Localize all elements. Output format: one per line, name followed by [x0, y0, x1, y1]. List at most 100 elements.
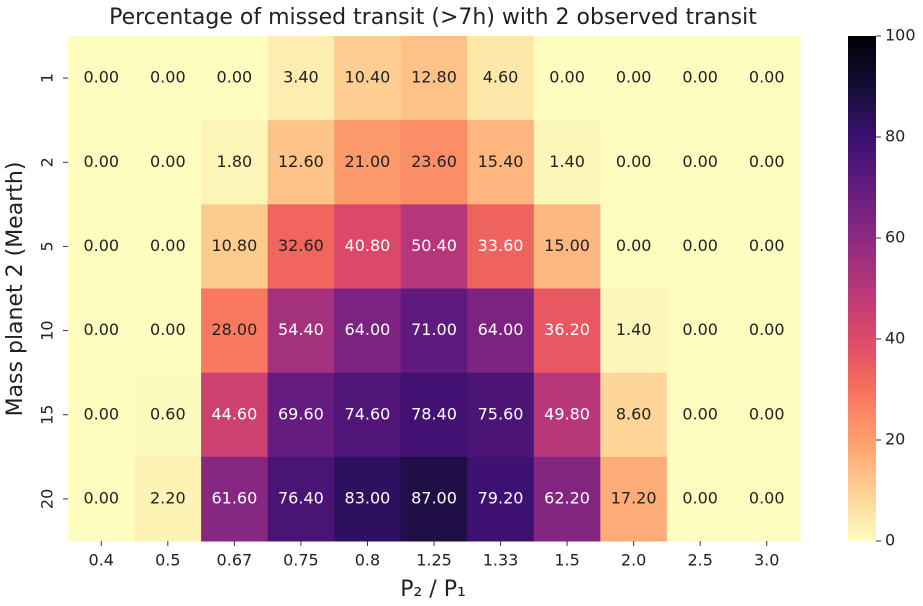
cell-label: 0.00 — [749, 152, 785, 171]
heatmap-cell — [733, 288, 801, 374]
cell-label: 0.00 — [749, 488, 785, 507]
cell-label: 64.00 — [345, 320, 391, 339]
heatmap-cell — [334, 456, 402, 542]
heatmap-cell — [400, 120, 468, 205]
heatmap-cell — [666, 288, 734, 374]
cell-label: 0.00 — [616, 68, 652, 87]
cell-label: 1.40 — [549, 152, 585, 171]
cell-label: 12.80 — [411, 68, 457, 87]
heatmap-cell — [334, 288, 402, 374]
y-tick-label: 1 — [38, 73, 57, 83]
heatmap-cell — [733, 372, 801, 458]
colorbar-tick-label: 60 — [885, 228, 905, 247]
colorbar-tick-label: 40 — [885, 329, 905, 348]
x-tick-label: 1.5 — [554, 551, 579, 570]
heatmap-cell — [334, 120, 402, 205]
cell-label: 62.20 — [544, 488, 590, 507]
cell-label: 0.00 — [83, 152, 119, 171]
cell-label: 0.00 — [150, 320, 186, 339]
heatmap-cell — [201, 372, 269, 458]
heatmap-cell — [134, 36, 202, 121]
x-tick-label: 0.5 — [155, 551, 180, 570]
cell-label: 0.00 — [549, 68, 585, 87]
cell-label: 49.80 — [544, 404, 590, 423]
heatmap-cell — [201, 288, 269, 374]
cell-label: 8.60 — [616, 404, 652, 423]
cell-label: 0.00 — [83, 236, 119, 255]
cell-label: 1.40 — [616, 320, 652, 339]
heatmap-cell — [733, 120, 801, 205]
cell-label: 15.40 — [478, 152, 524, 171]
heatmap-cell — [400, 36, 468, 121]
cell-label: 0.00 — [83, 488, 119, 507]
heatmap-cell — [201, 120, 269, 205]
cell-label: 0.00 — [682, 488, 718, 507]
heatmap-cell — [467, 204, 535, 289]
heatmap-cell — [334, 36, 402, 121]
y-tick-label: 10 — [38, 320, 57, 340]
heatmap-cell — [666, 204, 734, 289]
x-tick-label: 2.0 — [621, 551, 646, 570]
y-tick-label: 2 — [38, 157, 57, 167]
cell-label: 0.00 — [150, 68, 186, 87]
heatmap-cell — [68, 288, 136, 374]
heatmap-cell — [134, 204, 202, 289]
cell-label: 36.20 — [544, 320, 590, 339]
heatmap-cell — [334, 372, 402, 458]
heatmap-cell — [733, 36, 801, 121]
heatmap-cell — [666, 36, 734, 121]
heatmap-cell — [267, 36, 335, 121]
cell-label: 87.00 — [411, 488, 457, 507]
heatmap-cell — [134, 120, 202, 205]
cell-label: 0.00 — [83, 404, 119, 423]
heatmap-cell — [134, 288, 202, 374]
heatmap-cell — [600, 204, 668, 289]
cell-label: 78.40 — [411, 404, 457, 423]
cell-label: 0.00 — [749, 236, 785, 255]
cell-label: 28.00 — [211, 320, 257, 339]
cell-label: 3.40 — [283, 68, 319, 87]
cell-label: 0.60 — [150, 404, 186, 423]
cell-label: 69.60 — [278, 404, 324, 423]
x-tick-label: 3.0 — [754, 551, 779, 570]
cell-label: 23.60 — [411, 152, 457, 171]
heatmap-cell — [533, 456, 601, 542]
cell-label: 74.60 — [345, 404, 391, 423]
colorbar-tick-label: 20 — [885, 430, 905, 449]
y-axis-label: Mass planet 2 (Mearth) — [3, 162, 28, 417]
cell-label: 33.60 — [478, 236, 524, 255]
cell-label: 4.60 — [483, 68, 519, 87]
cell-label: 0.00 — [150, 152, 186, 171]
heatmap-cell — [733, 204, 801, 289]
cell-label: 0.00 — [682, 236, 718, 255]
heatmap-cell — [666, 120, 734, 205]
heatmap-cell — [666, 456, 734, 542]
cell-label: 61.60 — [211, 488, 257, 507]
cell-label: 0.00 — [83, 320, 119, 339]
x-tick-label: 2.5 — [687, 551, 712, 570]
heatmap-cell — [400, 456, 468, 542]
heatmap-cell — [134, 456, 202, 542]
cell-label: 50.40 — [411, 236, 457, 255]
x-axis-label: P₂ / P₁ — [400, 577, 466, 602]
heatmap-cell — [267, 456, 335, 542]
cell-label: 0.00 — [616, 152, 652, 171]
cell-label: 0.00 — [217, 68, 253, 87]
cell-label: 15.00 — [544, 236, 590, 255]
heatmap-cell — [68, 120, 136, 205]
cell-label: 0.00 — [682, 404, 718, 423]
cell-label: 17.20 — [611, 488, 657, 507]
cell-label: 32.60 — [278, 236, 324, 255]
cell-label: 79.20 — [478, 488, 524, 507]
cell-label: 0.00 — [682, 152, 718, 171]
heatmap-cell — [467, 36, 535, 121]
heatmap-cell — [467, 120, 535, 205]
heatmap-cell — [400, 288, 468, 374]
colorbar-tick-label: 80 — [885, 127, 905, 146]
heatmap-cell — [201, 456, 269, 542]
cell-label: 83.00 — [345, 488, 391, 507]
y-tick-label: 20 — [38, 489, 57, 509]
heatmap-cell — [134, 372, 202, 458]
heatmap-cell — [666, 372, 734, 458]
